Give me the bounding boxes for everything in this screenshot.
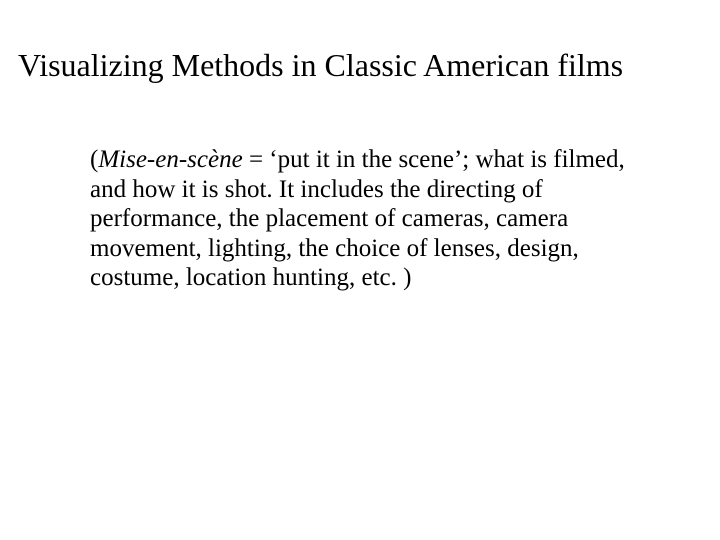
slide: Visualizing Methods in Classic American … [0, 0, 720, 540]
slide-body: (Mise-en-scène = ‘put it in the scene’; … [90, 145, 630, 293]
term-italic: Mise-en-scène [98, 146, 242, 173]
slide-title: Visualizing Methods in Classic American … [18, 48, 720, 83]
